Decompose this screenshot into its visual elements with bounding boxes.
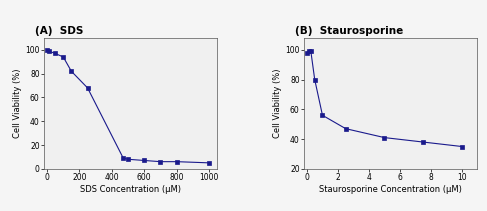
Y-axis label: Cell Viability (%): Cell Viability (%) (13, 69, 22, 138)
X-axis label: Staurosporine Concentration (μM): Staurosporine Concentration (μM) (319, 185, 462, 194)
Text: (B)  Staurosporine: (B) Staurosporine (295, 26, 403, 36)
Text: (A)  SDS: (A) SDS (35, 26, 84, 36)
X-axis label: SDS Concentration (μM): SDS Concentration (μM) (80, 185, 181, 194)
Y-axis label: Cell Viability (%): Cell Viability (%) (273, 69, 282, 138)
